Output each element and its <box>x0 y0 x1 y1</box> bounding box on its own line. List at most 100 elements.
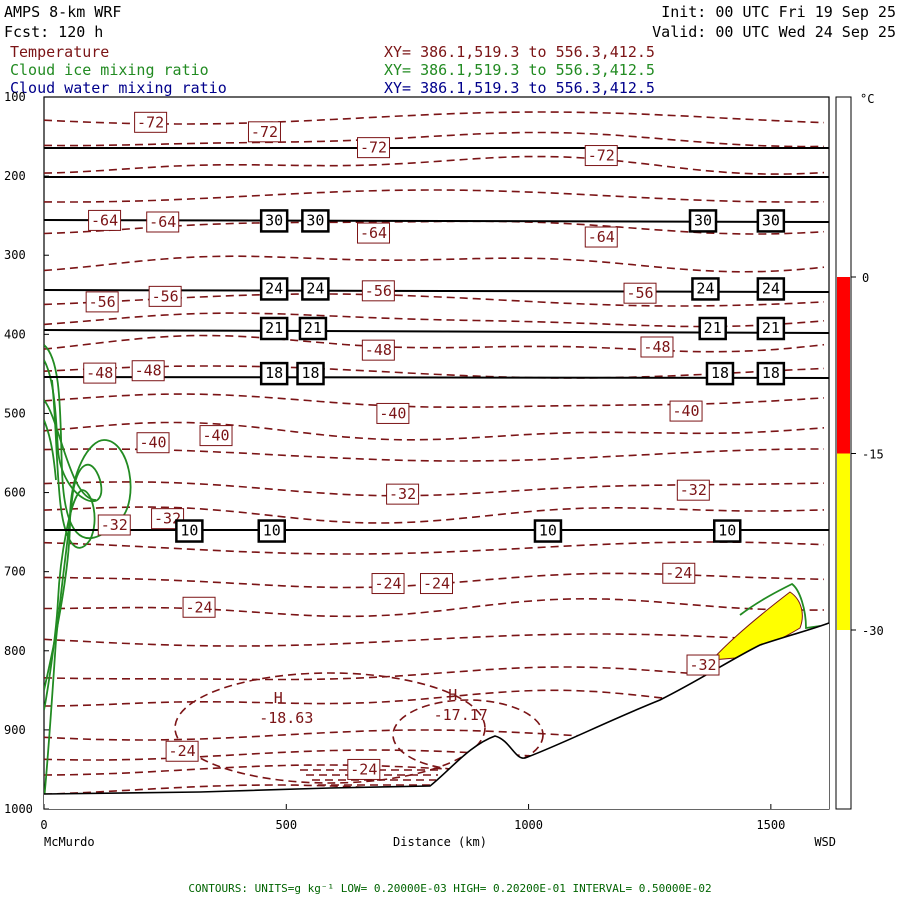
temperature-label-text: -64 <box>360 224 387 242</box>
model-title: AMPS 8-km WRF <box>4 3 121 21</box>
field-temperature-xy: XY= 386.1,519.3 to 556.3,412.5 <box>384 43 655 61</box>
temperature-label-box <box>420 573 453 595</box>
colorbar-band <box>837 453 850 630</box>
temperature-label-text: -40 <box>379 404 406 422</box>
colorbar-tick-label: -30 <box>862 624 884 638</box>
geopotential-label: 10 <box>533 519 563 543</box>
temperature-label-text: -32 <box>101 516 128 534</box>
geopotential-label-box <box>259 316 289 341</box>
geopotential-label-box <box>301 209 330 233</box>
temperature-label-text: -24 <box>665 564 692 582</box>
high-value: -17.17 <box>434 706 488 724</box>
temperature-label: -64 <box>357 222 391 244</box>
temperature-label: -24 <box>662 562 696 584</box>
temperature-label-text: -40 <box>673 402 700 420</box>
temperature-label-text: -24 <box>374 575 401 593</box>
geopotential-label: 10 <box>712 519 742 543</box>
temperature-label-text: -56 <box>89 293 116 311</box>
geopotential-label: 21 <box>298 316 328 341</box>
temperature-label: -32 <box>686 654 720 676</box>
cloud-ice-contour <box>44 359 103 801</box>
geopotential-label: 10 <box>175 519 204 543</box>
temperature-contour <box>44 189 825 203</box>
temperature-label-text: -32 <box>389 485 416 503</box>
temperature-label-box <box>669 400 703 422</box>
x-axis-label: Distance (km) <box>393 835 487 849</box>
temperature-label-text: -32 <box>689 656 716 674</box>
temperature-label-box <box>83 362 117 384</box>
y-tick-label: 900 <box>4 723 26 737</box>
cloud-ice-contour <box>44 419 57 481</box>
temperature-label: -40 <box>669 400 703 422</box>
temperature-contour <box>44 541 825 555</box>
geopotential-line <box>44 329 829 334</box>
y-tick-label: 800 <box>4 644 26 658</box>
geopotential-label: 24 <box>259 277 289 301</box>
x-end-label: WSD <box>814 835 836 849</box>
temperature-label: -64 <box>146 211 180 233</box>
y-tick-label: 700 <box>4 565 26 579</box>
geopotential-label-text: 30 <box>265 211 283 229</box>
x-tick-label: 1000 <box>514 818 543 832</box>
geopotential-label-box <box>756 316 786 341</box>
y-tick-label: 100 <box>4 90 26 104</box>
init-time: Init: 00 UTC Fri 19 Sep 25 <box>661 3 896 21</box>
temperature-label-text: -48 <box>365 341 392 359</box>
geopotential-label-text: 21 <box>265 319 283 337</box>
cloud-ice-contour <box>44 399 97 501</box>
temperature-label-text: -48 <box>643 338 670 356</box>
temperature-label: -56 <box>361 280 395 302</box>
forecast-hour: Fcst: 120 h <box>4 23 103 41</box>
geopotential-label-box <box>301 277 330 301</box>
temperature-label: -48 <box>131 360 165 382</box>
temperature-label-box <box>623 282 657 304</box>
temperature-contour <box>44 506 825 524</box>
temperature-label: -64 <box>88 209 122 231</box>
geopotential-label: 18 <box>296 361 325 386</box>
geopotential-label-text: 10 <box>718 522 736 540</box>
temperature-label: -32 <box>676 479 710 501</box>
geopotential-label-box <box>175 519 204 543</box>
temperature-label-box <box>662 562 696 584</box>
temperature-contour <box>44 633 825 647</box>
temperature-label-box <box>357 222 391 244</box>
geopotential-label-text: 30 <box>306 211 324 229</box>
geopotential-label-box <box>298 316 328 341</box>
geopotential-label-box <box>533 519 563 543</box>
temperature-label: -72 <box>247 121 281 143</box>
geopotential-label-box <box>756 209 786 233</box>
temperature-label-box <box>371 573 405 595</box>
geopotential-label-box <box>756 277 786 301</box>
temperature-label-box <box>361 339 395 361</box>
temperature-contour <box>44 255 825 273</box>
y-tick-label: 200 <box>4 169 26 183</box>
geopotential-label: 30 <box>756 209 786 233</box>
temperature-contour-closed <box>174 672 486 784</box>
geopotential-label-box <box>257 519 286 543</box>
temperature-label-text: -24 <box>186 598 213 616</box>
geopotential-label-text: 10 <box>180 522 198 540</box>
temperature-label-box <box>85 291 119 313</box>
geopotential-label-text: 24 <box>265 279 283 297</box>
temperature-label-box <box>357 137 391 159</box>
y-tick-label: 1000 <box>4 802 33 816</box>
temperature-label-box <box>584 226 618 248</box>
geopotential-label: 10 <box>257 519 286 543</box>
valid-time: Valid: 00 UTC Wed 24 Sep 25 <box>652 23 896 41</box>
temperature-label: -24 <box>420 573 453 595</box>
temperature-label-box <box>165 740 199 762</box>
temperature-label-box <box>148 285 182 307</box>
temperature-label-text: -24 <box>350 760 377 778</box>
geopotential-label-box <box>259 361 289 386</box>
temperature-label: -48 <box>640 336 674 358</box>
y-tick-label: 500 <box>4 406 26 420</box>
temperature-contour <box>44 312 825 328</box>
geopotential-label-box <box>712 519 742 543</box>
cloud-ice-contour <box>739 582 821 630</box>
x-tick-label: 0 <box>40 818 47 832</box>
temperature-label-text: -64 <box>588 228 615 246</box>
geopotential-label: 30 <box>301 209 330 233</box>
terrain-fill <box>44 623 829 809</box>
temperature-label-box <box>386 483 420 505</box>
